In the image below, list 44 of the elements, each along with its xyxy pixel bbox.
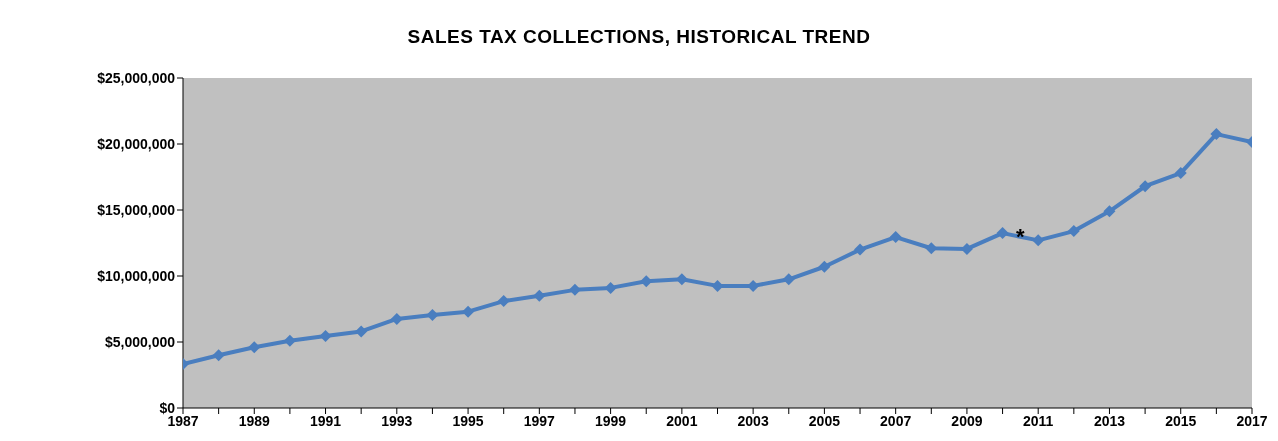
y-tick-label: $10,000,000	[97, 267, 176, 284]
x-tick-label: 1989	[238, 412, 271, 429]
point	[996, 227, 1009, 240]
point	[568, 283, 581, 296]
x-tick-label: 2015	[1165, 412, 1197, 429]
point	[319, 330, 332, 343]
chart-title: SALES TAX COLLECTIONS, HISTORICAL TREND	[406, 26, 872, 48]
point	[212, 349, 225, 362]
annotation: *	[1016, 224, 1026, 250]
x-tick-label: 1991	[309, 412, 342, 429]
point	[1103, 205, 1116, 218]
x-tick-label: 2001	[666, 412, 698, 429]
x-tick-label: 2011	[1023, 412, 1054, 429]
point	[889, 231, 902, 244]
point	[426, 308, 439, 321]
point	[248, 341, 261, 354]
x-tick-label: 1997	[523, 412, 556, 429]
x-tick-label: 2017	[1236, 412, 1268, 429]
point	[782, 273, 795, 286]
x-tick-label: 2009	[951, 412, 983, 429]
point	[533, 289, 546, 302]
y-tick-label: $5,000,000	[104, 333, 176, 350]
point	[283, 334, 296, 347]
y-tick-label: $15,000,000	[97, 201, 176, 218]
x-tick-label: 1995	[452, 412, 484, 429]
point	[462, 305, 475, 318]
x-tick-label: 1999	[595, 412, 627, 429]
y-tick-label: $25,000,000	[97, 69, 176, 86]
point	[1032, 234, 1045, 247]
point	[497, 295, 510, 308]
x-tick-label: 1993	[381, 412, 413, 429]
x-tick-label: 2005	[808, 412, 841, 429]
x-tick-label: 2003	[737, 412, 769, 429]
x-tick-label: 2013	[1093, 412, 1126, 429]
point	[355, 325, 368, 338]
point	[1174, 167, 1187, 180]
point	[390, 312, 403, 325]
point	[854, 243, 867, 256]
point	[818, 260, 831, 273]
y-tick-label: $20,000,000	[97, 135, 176, 152]
x-tick-label: 2007	[880, 412, 912, 429]
point	[1139, 180, 1152, 193]
point	[1210, 128, 1223, 141]
point	[1067, 225, 1080, 238]
